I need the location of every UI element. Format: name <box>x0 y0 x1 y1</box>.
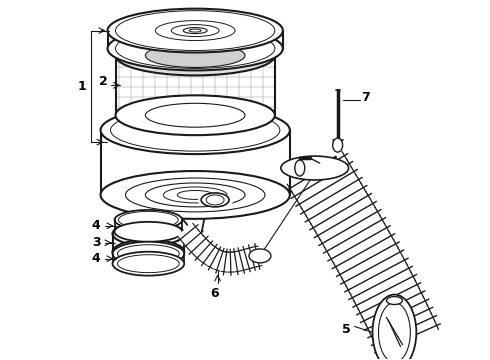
Polygon shape <box>329 224 389 263</box>
Ellipse shape <box>113 240 184 264</box>
Polygon shape <box>373 313 435 348</box>
Ellipse shape <box>146 103 245 127</box>
Polygon shape <box>195 241 213 260</box>
Ellipse shape <box>163 187 227 203</box>
Ellipse shape <box>100 106 290 154</box>
Polygon shape <box>246 247 257 268</box>
Ellipse shape <box>155 21 235 41</box>
Polygon shape <box>301 176 361 216</box>
Polygon shape <box>350 264 411 302</box>
Polygon shape <box>297 167 356 208</box>
Polygon shape <box>253 246 262 267</box>
Ellipse shape <box>100 171 290 219</box>
Ellipse shape <box>172 24 219 37</box>
Polygon shape <box>333 232 393 271</box>
Polygon shape <box>306 184 366 224</box>
Polygon shape <box>362 289 423 325</box>
Ellipse shape <box>111 109 280 151</box>
Ellipse shape <box>146 44 245 67</box>
Text: 4: 4 <box>92 219 100 232</box>
Text: 6: 6 <box>210 287 219 300</box>
Polygon shape <box>377 321 439 355</box>
Polygon shape <box>338 240 398 279</box>
Polygon shape <box>221 252 229 272</box>
Ellipse shape <box>116 95 275 135</box>
Polygon shape <box>366 297 427 332</box>
Text: 5: 5 <box>342 323 350 336</box>
Ellipse shape <box>177 190 213 199</box>
Ellipse shape <box>113 242 184 266</box>
Ellipse shape <box>387 297 402 305</box>
Text: 3: 3 <box>92 236 100 249</box>
Polygon shape <box>342 248 402 286</box>
Polygon shape <box>201 245 218 265</box>
Ellipse shape <box>113 252 184 276</box>
Ellipse shape <box>281 156 348 180</box>
Polygon shape <box>324 216 385 255</box>
Ellipse shape <box>372 294 416 360</box>
Ellipse shape <box>206 195 224 205</box>
Polygon shape <box>207 248 222 269</box>
Ellipse shape <box>118 255 179 273</box>
Ellipse shape <box>295 160 305 176</box>
Ellipse shape <box>189 29 201 32</box>
Ellipse shape <box>116 36 275 75</box>
Ellipse shape <box>378 302 410 360</box>
Polygon shape <box>177 224 198 243</box>
Polygon shape <box>358 280 419 317</box>
Polygon shape <box>292 159 352 200</box>
Ellipse shape <box>119 211 178 228</box>
Ellipse shape <box>107 27 283 71</box>
Polygon shape <box>311 192 370 232</box>
Ellipse shape <box>118 245 179 263</box>
Polygon shape <box>320 208 380 247</box>
Ellipse shape <box>113 222 184 246</box>
Text: 4: 4 <box>92 252 100 265</box>
Ellipse shape <box>116 11 275 50</box>
Polygon shape <box>346 256 407 294</box>
Polygon shape <box>354 273 415 309</box>
Ellipse shape <box>116 28 275 68</box>
Ellipse shape <box>115 222 182 242</box>
Ellipse shape <box>115 210 182 230</box>
Polygon shape <box>189 235 208 255</box>
Polygon shape <box>232 251 240 272</box>
Polygon shape <box>241 249 252 269</box>
Ellipse shape <box>201 193 229 207</box>
Polygon shape <box>369 305 431 340</box>
Polygon shape <box>214 250 226 271</box>
Polygon shape <box>316 199 375 239</box>
Polygon shape <box>236 250 246 271</box>
Ellipse shape <box>146 183 245 207</box>
Ellipse shape <box>107 9 283 53</box>
Polygon shape <box>183 230 203 249</box>
Ellipse shape <box>249 249 271 263</box>
Ellipse shape <box>183 28 207 33</box>
Text: 2: 2 <box>99 75 107 88</box>
Ellipse shape <box>333 138 343 152</box>
Text: 1: 1 <box>78 80 87 93</box>
Ellipse shape <box>118 242 179 262</box>
Polygon shape <box>288 152 347 192</box>
Polygon shape <box>228 252 234 272</box>
Ellipse shape <box>125 178 265 212</box>
Text: 7: 7 <box>362 91 370 104</box>
